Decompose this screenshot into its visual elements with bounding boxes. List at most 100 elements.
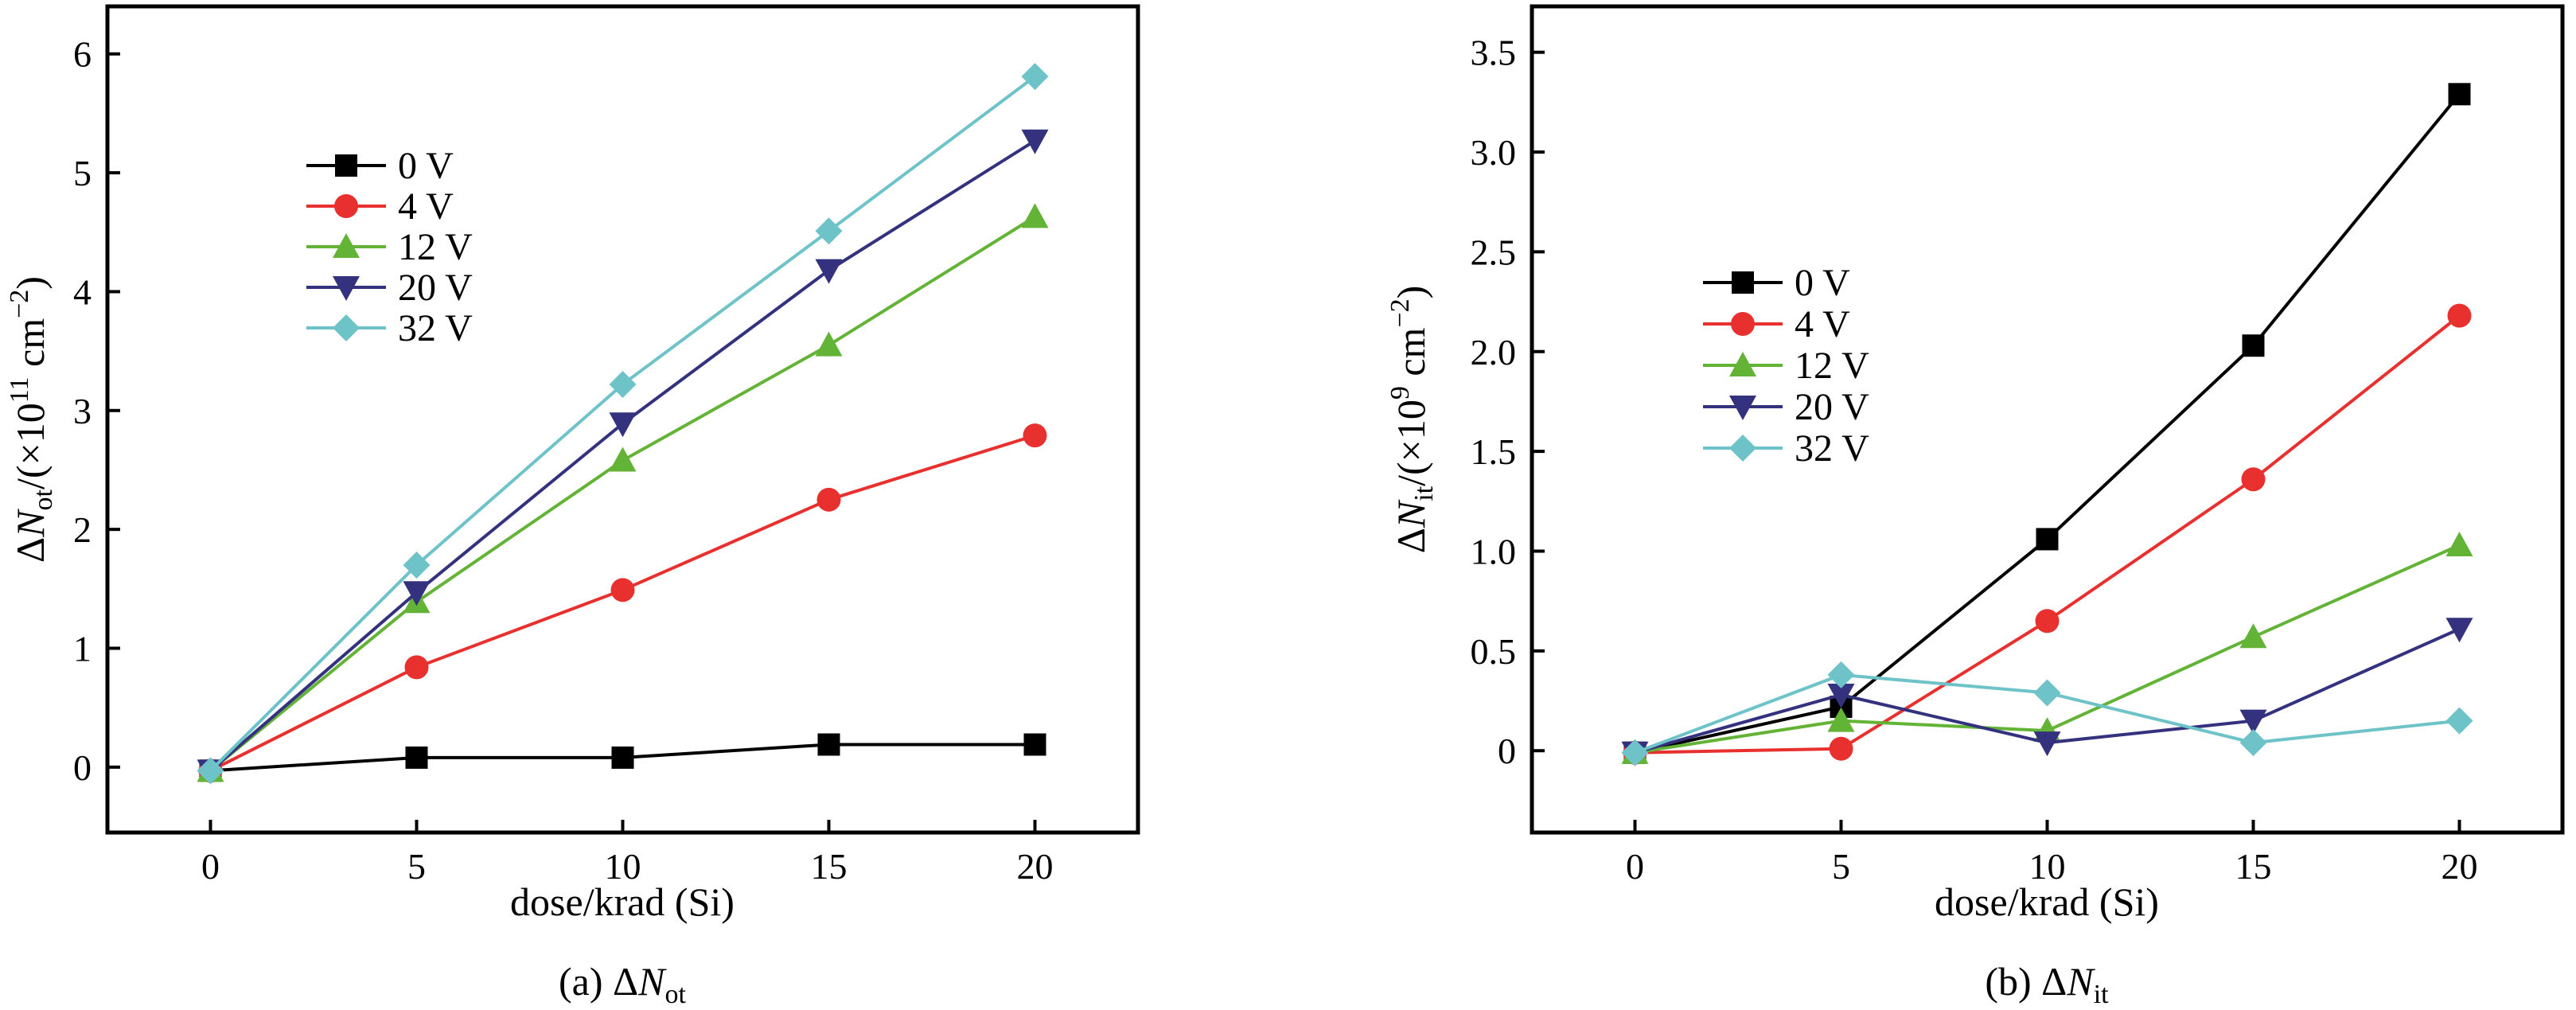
x-tick-label: 0 xyxy=(1626,846,1644,887)
legend-marker xyxy=(335,154,357,177)
series-group-b xyxy=(1621,83,2473,766)
y-axis-title-a: ΔNot/(×1011 cm−2) xyxy=(5,276,58,563)
y-tick-label: 0 xyxy=(1498,731,1516,771)
data-point xyxy=(1827,661,1855,688)
data-point xyxy=(404,655,429,680)
y-tick-label: 0 xyxy=(73,747,92,788)
x-tick-label: 0 xyxy=(201,846,220,887)
y-tick-label: 1.5 xyxy=(1471,431,1517,472)
data-point xyxy=(2239,729,2267,757)
legend-a: 0 V4 V12 V20 V32 V xyxy=(306,145,473,349)
data-point xyxy=(1021,203,1049,228)
x-tick-label: 20 xyxy=(1017,846,1054,887)
y-tick-label: 5 xyxy=(73,153,92,193)
data-point xyxy=(815,331,843,357)
data-point xyxy=(1827,707,1855,732)
x-tick-label: 15 xyxy=(2235,846,2272,887)
data-point xyxy=(2239,709,2267,735)
legend-marker xyxy=(1729,396,1756,420)
data-point xyxy=(197,757,224,785)
x-axis-a: 0 5 10 15 20 xyxy=(201,820,1054,887)
legend-marker xyxy=(333,314,360,341)
x-axis-title-b: dose/krad (Si) xyxy=(1935,879,2159,924)
legend-label: 20 V xyxy=(1795,386,1869,428)
y-tick-label: 1 xyxy=(73,629,92,669)
data-point xyxy=(1021,63,1049,91)
data-point xyxy=(1621,739,1649,766)
chart-panel-b: 0 5 10 15 20 0 0.5 1.0 1.5 2.0 2.5 3.0 3.5 0 V4 V12… xyxy=(1385,4,2565,1009)
data-point xyxy=(816,487,841,512)
plot-frame-b xyxy=(1530,4,2565,835)
legend-marker xyxy=(1729,352,1756,376)
y-tick-label: 2.5 xyxy=(1471,232,1517,272)
legend-marker xyxy=(1729,435,1756,462)
y-axis-a: 0 1 2 3 4 5 6 xyxy=(73,34,120,788)
data-point xyxy=(1023,733,1046,756)
legend-label: 32 V xyxy=(398,307,473,349)
legend-marker xyxy=(333,276,360,301)
legend-marker xyxy=(1731,312,1755,336)
x-tick-label: 5 xyxy=(1832,846,1850,887)
y-tick-label: 6 xyxy=(73,34,92,75)
legend-marker xyxy=(333,233,360,258)
y-axis-title-b: ΔNit/(×109 cm−2) xyxy=(1385,286,1439,554)
data-point xyxy=(609,447,637,472)
legend-marker xyxy=(334,194,358,218)
data-point xyxy=(2239,623,2267,649)
y-tick-label: 3 xyxy=(73,391,92,431)
legend-marker xyxy=(1732,271,1754,294)
data-point xyxy=(2445,531,2473,556)
series-group-a xyxy=(197,63,1049,785)
data-point xyxy=(610,578,635,602)
legend-b: 0 V4 V12 V20 V32 V xyxy=(1703,262,1869,470)
x-tick-label: 5 xyxy=(407,846,426,887)
data-point xyxy=(609,370,637,398)
x-tick-label: 15 xyxy=(811,846,848,887)
chart-panel-a: 0 5 10 15 20 0 1 2 3 4 5 6 0 V4 V12 V20 V32 V dose… xyxy=(5,4,1140,1009)
data-point xyxy=(2036,528,2059,551)
data-point xyxy=(1023,423,1047,448)
legend-label: 32 V xyxy=(1795,427,1869,470)
data-point xyxy=(403,581,431,606)
legend-label: 12 V xyxy=(398,226,473,268)
data-point xyxy=(815,217,843,245)
series-line-1 xyxy=(209,434,1036,773)
data-point xyxy=(2035,609,2060,634)
data-point xyxy=(1827,684,1855,708)
y-tick-label: 2.0 xyxy=(1471,332,1517,372)
data-point xyxy=(2447,303,2472,328)
legend-label: 12 V xyxy=(1795,345,1869,387)
caption-b: (b) ΔNit xyxy=(1985,959,2109,1009)
data-point xyxy=(1021,129,1049,154)
y-tick-label: 1.0 xyxy=(1471,531,1517,571)
y-tick-label: 3.0 xyxy=(1471,132,1517,173)
data-point xyxy=(403,551,431,579)
legend-label: 0 V xyxy=(1795,262,1850,304)
data-point xyxy=(2241,467,2266,492)
data-point xyxy=(2445,618,2473,643)
y-tick-label: 4 xyxy=(73,271,92,312)
data-point xyxy=(817,733,840,756)
caption-a: (a) ΔNot xyxy=(559,959,687,1009)
x-tick-label: 20 xyxy=(2442,846,2478,887)
y-axis-b: 0 0.5 1.0 1.5 2.0 2.5 3.0 3.5 xyxy=(1471,33,1545,771)
data-point xyxy=(815,259,843,284)
x-axis-b: 0 5 10 15 20 xyxy=(1626,820,2478,887)
y-tick-label: 0.5 xyxy=(1471,631,1517,672)
legend-label: 0 V xyxy=(398,145,454,187)
data-point xyxy=(2033,731,2061,757)
legend-label: 20 V xyxy=(398,267,473,309)
data-point xyxy=(2445,707,2473,735)
data-point xyxy=(2448,83,2471,106)
data-point xyxy=(611,746,634,769)
data-point xyxy=(2033,679,2061,707)
y-tick-label: 3.5 xyxy=(1471,33,1517,73)
data-point xyxy=(609,412,637,438)
x-tick-label: 10 xyxy=(2029,846,2066,887)
x-tick-label: 10 xyxy=(605,846,641,887)
data-point xyxy=(405,746,428,769)
legend-label: 4 V xyxy=(1795,303,1850,345)
series-line-0 xyxy=(1635,93,2461,755)
data-point xyxy=(1829,736,1853,761)
